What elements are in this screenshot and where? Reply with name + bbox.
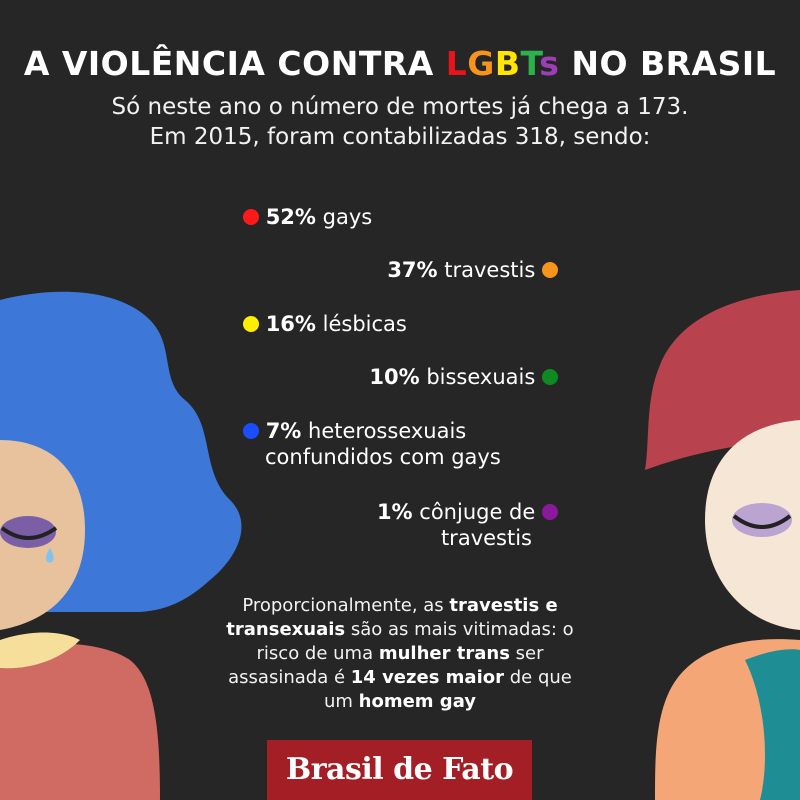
stat-heterossexuais: 7% heterossexuais confundidos com gays <box>243 418 501 470</box>
stat-label: gays <box>322 205 373 229</box>
stat-label-line-2: confundidos com gays <box>265 445 501 469</box>
note-text: são as mais vitimadas: o risco de uma <box>256 619 574 664</box>
right-eyeshadow <box>732 503 792 537</box>
title-letter-t: T <box>520 44 540 83</box>
green-dot-icon <box>542 369 558 385</box>
stat-label: lésbicas <box>322 312 407 336</box>
note-bold: mulher trans <box>378 643 510 664</box>
stat-bissexuais: 10% bissexuais <box>369 364 558 390</box>
stat-pct: 52% <box>265 205 316 229</box>
stat-label-line-2: travestis <box>440 526 532 550</box>
note-bold: homem gay <box>358 691 477 712</box>
brasil-de-fato-logo: Brasil de Fato <box>267 740 532 800</box>
note-text: de que um <box>323 667 572 712</box>
stat-conjuge: 1% cônjuge de travestis <box>377 499 558 551</box>
note-text: ser assasinada é <box>228 643 544 688</box>
stat-gays: 52% gays <box>243 204 372 230</box>
footnote: Proporcionalmente, as travestis e transe… <box>215 594 585 714</box>
stat-lesbicas: 16% lésbicas <box>243 311 407 337</box>
stat-pct: 37% <box>387 258 438 282</box>
stat-label: cônjuge de <box>419 500 536 524</box>
stat-pct: 7% <box>265 419 302 443</box>
title-letter-b: B <box>494 44 521 83</box>
note-bold: travestis e transexuais <box>226 595 558 640</box>
title-after: NO BRASIL <box>559 44 777 83</box>
page-title: A VIOLÊNCIA CONTRA LGBTs NO BRASIL <box>0 44 800 83</box>
orange-dot-icon <box>542 262 558 278</box>
subtitle: Só neste ano o número de mortes já chega… <box>0 92 800 152</box>
left-tear <box>46 548 54 563</box>
title-letter-s: s <box>539 44 560 83</box>
subtitle-line-2: Em 2015, foram contabilizadas 318, sendo… <box>149 124 651 150</box>
stat-pct: 10% <box>369 365 420 389</box>
yellow-dot-icon <box>243 316 259 332</box>
left-eyelash <box>0 526 58 540</box>
stat-pct: 16% <box>265 312 316 336</box>
purple-dot-icon <box>542 504 558 520</box>
note-text: Proporcionalmente, as <box>242 595 450 616</box>
title-before: A VIOLÊNCIA CONTRA <box>23 44 446 83</box>
left-body-shape <box>0 643 160 800</box>
stat-label: heterossexuais <box>308 419 467 443</box>
left-collar-shape <box>0 632 80 669</box>
right-eyelash <box>732 514 792 529</box>
stat-label: travestis <box>444 258 536 282</box>
right-jacket-shape <box>745 649 800 800</box>
note-bold: 14 vezes maior <box>350 667 504 688</box>
right-hair-shape <box>645 290 800 470</box>
stat-travestis: 37% travestis <box>387 257 558 283</box>
subtitle-line-1: Só neste ano o número de mortes já chega… <box>111 94 689 120</box>
blue-dot-icon <box>243 423 259 439</box>
red-dot-icon <box>243 209 259 225</box>
title-letter-l: L <box>445 44 468 83</box>
left-eyeshadow <box>0 516 56 548</box>
title-letter-g: G <box>467 44 495 83</box>
stat-label: bissexuais <box>426 365 536 389</box>
stat-pct: 1% <box>376 500 413 524</box>
